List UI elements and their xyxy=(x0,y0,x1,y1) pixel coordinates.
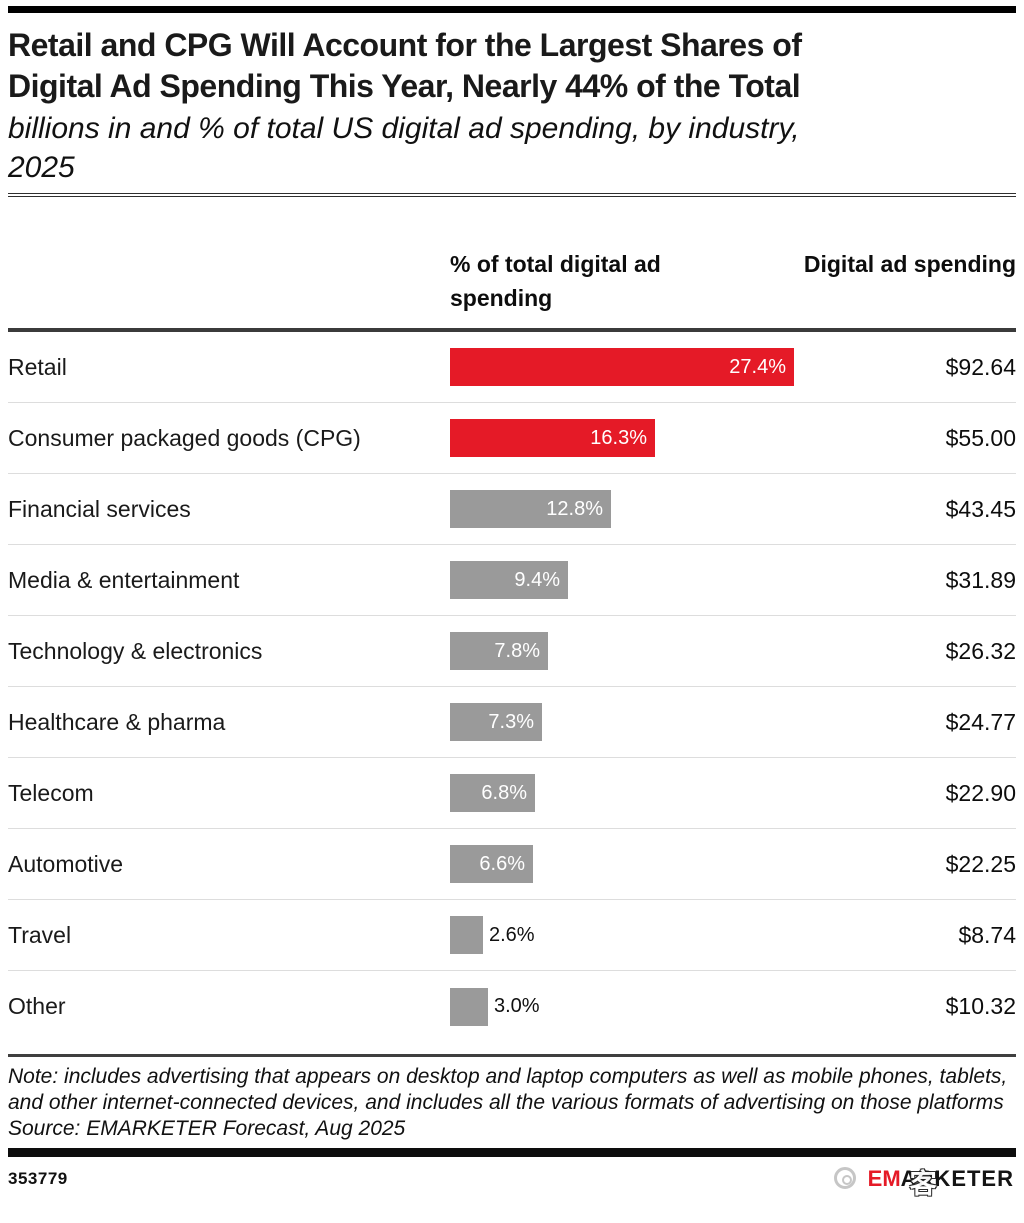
subtitle-line-2: 2025 xyxy=(8,151,75,184)
industry-label: Automotive xyxy=(8,850,124,877)
top-accent-bar xyxy=(8,6,1016,13)
page-title: Retail and CPG Will Account for the Larg… xyxy=(8,25,1016,107)
logo-mark-em: EM xyxy=(867,1166,901,1191)
note-text: Note: includes advertising that appears … xyxy=(8,1065,1008,1114)
logo-wordmark: ARKETER xyxy=(900,1166,1014,1191)
bar-area: 9.4% xyxy=(450,561,866,599)
bar-area: 6.8% xyxy=(450,774,866,812)
table-row: Media & entertainment 9.4% $31.89 xyxy=(8,545,1016,616)
bar-area: 7.3% xyxy=(450,703,866,741)
share-percent-label: 16.3% xyxy=(590,426,647,449)
share-percent-label: 12.8% xyxy=(546,497,603,520)
bar-area: 3.0% xyxy=(450,987,866,1026)
bar-area: 7.8% xyxy=(450,632,866,670)
industry-label: Technology & electronics xyxy=(8,637,263,664)
table-row: Telecom 6.8% $22.90 xyxy=(8,758,1016,829)
bar-area: 16.3% xyxy=(450,419,866,457)
table-row: Financial services 12.8% $43.45 xyxy=(8,474,1016,545)
share-percent-label: 3.0% xyxy=(494,995,540,1017)
industry-label: Telecom xyxy=(8,779,94,806)
share-percent-label: 7.3% xyxy=(488,710,534,733)
industry-label: Financial services xyxy=(8,495,191,522)
table-row: Automotive 6.6% $22.25 xyxy=(8,829,1016,900)
share-percent-label: 6.8% xyxy=(481,781,527,804)
subtitle-divider xyxy=(8,193,1016,197)
industry-label: Media & entertainment xyxy=(8,566,240,593)
spending-value: $55.00 xyxy=(945,424,1016,451)
industry-label: Healthcare & pharma xyxy=(8,708,226,735)
subtitle-line-1: billions in and % of total US digital ad… xyxy=(8,112,800,145)
bar-chart-table: Retail 27.4% $92.64 Consumer packaged go… xyxy=(8,332,1016,1042)
table-row: Travel 2.6% $8.74 xyxy=(8,900,1016,971)
share-bar: 7.8% xyxy=(450,632,548,670)
share-bar xyxy=(450,987,488,1026)
table-row: Consumer packaged goods (CPG) 16.3% $55.… xyxy=(8,403,1016,474)
share-bar: 12.8% xyxy=(450,490,611,528)
share-percent-label: 2.6% xyxy=(489,923,535,946)
spending-value: $22.25 xyxy=(945,850,1016,877)
page-subtitle: billions in and % of total US digital ad… xyxy=(8,109,1016,187)
table-row: Technology & electronics 7.8% $26.32 xyxy=(8,616,1016,687)
share-bar: 6.6% xyxy=(450,845,533,883)
title-line-2: Digital Ad Spending This Year, Nearly 44… xyxy=(8,68,801,104)
table-row: Other 3.0% $10.32 xyxy=(8,971,1016,1042)
industry-label: Travel xyxy=(8,921,72,948)
share-bar xyxy=(450,916,483,954)
chart-id: 353779 xyxy=(8,1169,68,1188)
bar-area: 2.6% xyxy=(450,916,866,954)
share-percent-label: 27.4% xyxy=(729,355,786,378)
share-percent-label: 7.8% xyxy=(494,639,540,662)
bar-area: 6.6% xyxy=(450,845,866,883)
industry-label: Consumer packaged goods (CPG) xyxy=(8,424,361,451)
spending-value: $26.32 xyxy=(945,637,1016,664)
share-column-header: % of total digital ad spending xyxy=(450,251,661,311)
spending-value: $92.64 xyxy=(945,353,1016,380)
column-headers: % of total digital ad spending Digital a… xyxy=(8,247,1016,315)
share-percent-label: 9.4% xyxy=(514,568,560,591)
spending-value: $24.77 xyxy=(945,708,1016,735)
watermark-character: 客 xyxy=(909,1169,937,1199)
bottom-accent-bar xyxy=(8,1148,1016,1157)
share-bar: 16.3% xyxy=(450,419,655,457)
spending-column-header: Digital ad spending xyxy=(803,251,1016,277)
header-rule xyxy=(8,328,1016,332)
bar-area: 12.8% xyxy=(450,490,866,528)
spending-value: $8.74 xyxy=(958,921,1016,948)
spending-value: $22.90 xyxy=(945,779,1016,806)
spending-value: $43.45 xyxy=(945,495,1016,522)
bar-area: 27.4% xyxy=(450,348,866,386)
table-row: Retail 27.4% $92.64 xyxy=(8,332,1016,403)
note-divider xyxy=(8,1054,1016,1057)
share-bar: 6.8% xyxy=(450,774,535,812)
share-percent-label: 6.6% xyxy=(479,852,525,875)
spending-value: $10.32 xyxy=(945,993,1016,1019)
share-bar: 9.4% xyxy=(450,561,568,599)
industry-label: Retail xyxy=(8,353,67,380)
source-text: Source: EMARKETER Forecast, Aug 2025 xyxy=(8,1117,406,1140)
table-row: Healthcare & pharma 7.3% $24.77 xyxy=(8,687,1016,758)
industry-label: Other xyxy=(8,993,66,1019)
share-bar: 7.3% xyxy=(450,703,542,741)
footer: 353779 EM ARKETER 客 xyxy=(8,1166,1016,1199)
infographic: Retail and CPG Will Account for the Larg… xyxy=(8,6,1016,1199)
spending-value: $31.89 xyxy=(945,566,1016,593)
watermark-weibo-eye-icon xyxy=(833,1167,856,1189)
title-line-1: Retail and CPG Will Account for the Larg… xyxy=(8,27,802,63)
emarketer-logo: EM ARKETER 客 xyxy=(833,1166,1016,1199)
share-bar: 27.4% xyxy=(450,348,794,386)
